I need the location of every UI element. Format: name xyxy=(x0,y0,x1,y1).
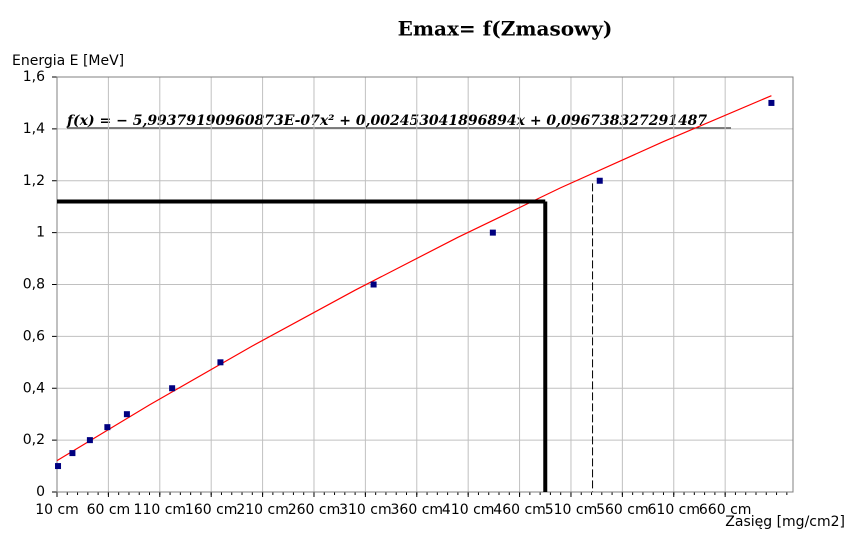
data-point xyxy=(169,385,176,392)
x-tick-label: 360 cm xyxy=(391,502,444,518)
x-tick-label: 160 cm xyxy=(185,502,238,518)
x-tick-label: 410 cm xyxy=(442,502,495,518)
x-tick-label: 610 cm xyxy=(648,502,701,518)
y-tick-label: 1,2 xyxy=(23,173,45,189)
plot-frame xyxy=(56,76,794,493)
data-point xyxy=(217,359,224,366)
data-point xyxy=(55,463,62,470)
y-tick-label: 0,2 xyxy=(23,432,45,448)
data-point xyxy=(86,437,93,444)
data-point xyxy=(370,281,377,288)
x-tick-label: 110 cm xyxy=(134,502,187,518)
data-point xyxy=(104,424,111,431)
y-tick-label: 0,8 xyxy=(23,277,45,293)
y-tick-label: 1,4 xyxy=(23,121,45,137)
x-axis-label: Zasięg [mg/cm2] xyxy=(725,514,845,530)
x-tick-label: 510 cm xyxy=(545,502,598,518)
data-point xyxy=(768,99,775,106)
x-tick-label: 560 cm xyxy=(596,502,649,518)
trend-equation: f(x) = − 5,99379190960873E-07x² + 0,0024… xyxy=(66,113,707,129)
x-tick-label: 60 cm xyxy=(87,502,131,518)
x-tick-label: 660 cm xyxy=(699,502,752,518)
y-tick-label: 0 xyxy=(36,484,45,500)
x-tick-label: 210 cm xyxy=(236,502,289,518)
trend-line xyxy=(56,95,772,462)
data-point xyxy=(596,177,603,184)
y-tick-label: 1 xyxy=(36,225,45,241)
x-tick-label: 310 cm xyxy=(339,502,392,518)
x-tick-label: 460 cm xyxy=(493,502,546,518)
x-tick-label: 260 cm xyxy=(288,502,341,518)
y-tick-label: 0,6 xyxy=(23,328,45,344)
y-axis-label: Energia E [MeV] xyxy=(12,53,124,69)
chart-title: Emax= f(Zmasowy) xyxy=(398,17,613,41)
data-point xyxy=(123,411,130,418)
x-tick-label: 10 cm xyxy=(35,502,79,518)
y-tick-label: 0,4 xyxy=(23,380,45,396)
y-tick-label: 1,6 xyxy=(23,69,45,85)
data-point xyxy=(69,450,76,457)
data-point xyxy=(489,229,496,236)
